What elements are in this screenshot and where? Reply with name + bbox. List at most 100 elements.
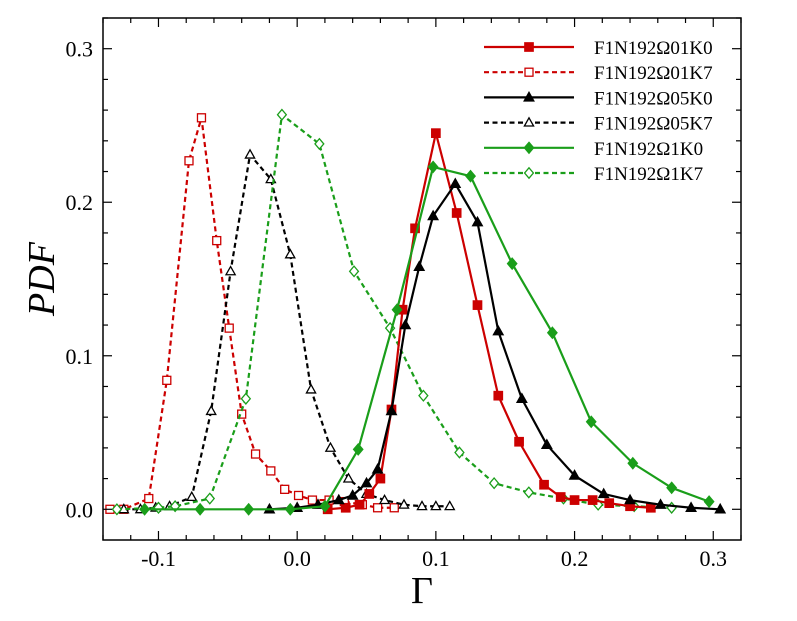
- square-marker: [555, 492, 566, 502]
- square-marker: [604, 498, 615, 509]
- diamond-marker: [627, 456, 639, 470]
- triangle-marker: [427, 209, 440, 221]
- legend-label: F1N192Ω01K7: [594, 63, 713, 84]
- triangle-marker: [492, 324, 505, 336]
- diamond-marker: [391, 303, 403, 317]
- axes: -0.1 0.0 0.1 0.2 0.3 0.0 0.1 0.2 0.3: [66, 17, 742, 571]
- square-marker: [410, 223, 420, 234]
- diamond-marker: [352, 442, 364, 456]
- diamond-marker: [703, 495, 715, 509]
- legend-item: F1N192Ω01K0: [484, 38, 713, 59]
- triangle-marker: [324, 441, 337, 452]
- square-marker: [451, 208, 462, 218]
- square-marker: [266, 466, 276, 476]
- diamond-marker: [276, 108, 288, 121]
- diamond-marker: [348, 265, 360, 278]
- y-axis-label: PDF: [21, 241, 63, 317]
- triangle-marker: [413, 260, 426, 271]
- triangle-marker: [523, 116, 535, 127]
- y-tick-label: 0.2: [66, 190, 94, 215]
- square-marker: [375, 473, 386, 484]
- diamond-marker: [111, 503, 123, 516]
- x-tick-label: -0.1: [141, 546, 176, 571]
- diamond-marker: [153, 501, 164, 514]
- y-tick-label: 0.3: [66, 37, 94, 62]
- diamond-marker: [488, 476, 500, 490]
- diamond-marker: [284, 502, 296, 516]
- triangle-marker: [449, 177, 462, 189]
- x-tick-label: 0.1: [422, 546, 450, 571]
- diamond-marker: [523, 486, 535, 499]
- triangle-marker: [385, 404, 398, 416]
- diamond-marker: [454, 446, 465, 459]
- diamond-marker: [204, 492, 216, 505]
- legend-item: F1N192Ω1K7: [484, 164, 703, 185]
- triangle-marker: [444, 500, 456, 511]
- triangle-marker: [305, 383, 317, 394]
- triangle-marker: [515, 392, 528, 403]
- series-line: [269, 182, 721, 511]
- square-marker: [431, 128, 441, 138]
- square-marker: [645, 502, 656, 513]
- triangle-marker: [378, 493, 391, 505]
- triangle-marker: [430, 500, 442, 511]
- diamond-marker: [523, 141, 535, 155]
- triangle-marker: [523, 91, 535, 102]
- square-marker: [514, 436, 524, 447]
- series-1: [105, 113, 399, 514]
- square-marker: [293, 490, 304, 501]
- triangle-marker: [398, 498, 410, 509]
- triangle-marker: [224, 265, 237, 276]
- triangle-marker: [685, 501, 698, 512]
- series-line: [327, 132, 651, 511]
- triangle-marker: [654, 498, 667, 509]
- legend-label: F1N192Ω1K0: [594, 139, 703, 160]
- triangle-marker: [342, 472, 355, 483]
- diamond-marker: [465, 169, 477, 183]
- diamond-marker: [666, 501, 677, 514]
- y-tick-label: 0.0: [66, 497, 94, 522]
- plot-frame: [102, 17, 742, 541]
- square-marker: [184, 156, 194, 166]
- square-marker: [280, 484, 290, 494]
- diamond-marker: [418, 389, 429, 402]
- legend-label: F1N192Ω05K7: [594, 114, 713, 135]
- diamond-marker: [427, 160, 439, 174]
- diamond-marker: [314, 137, 325, 151]
- triangle-marker: [346, 489, 359, 500]
- square-marker: [224, 323, 234, 333]
- square-marker: [364, 489, 375, 499]
- square-marker: [354, 499, 365, 510]
- square-marker: [587, 495, 598, 505]
- square-marker: [196, 113, 207, 123]
- square-marker: [144, 493, 154, 504]
- triangle-marker: [399, 318, 412, 330]
- triangle-marker: [471, 215, 484, 227]
- triangle-marker: [186, 490, 198, 502]
- diamond-marker: [240, 392, 252, 405]
- plot-area: [105, 108, 727, 516]
- triangle-marker: [714, 502, 727, 514]
- triangle-marker: [244, 148, 256, 159]
- legend-item: F1N192Ω05K0: [484, 88, 713, 109]
- square-marker: [212, 235, 222, 246]
- legend: F1N192Ω01K0 F1N192Ω01K7 F1N192Ω05K0 F1N192Ω…: [484, 38, 713, 185]
- square-marker: [162, 375, 172, 385]
- series-0: [322, 128, 656, 515]
- square-marker: [372, 503, 383, 513]
- square-marker: [389, 503, 399, 513]
- triangle-marker: [540, 438, 553, 450]
- diamond-marker: [194, 502, 206, 516]
- triangle-marker: [205, 404, 217, 416]
- square-marker: [250, 449, 261, 459]
- x-tick-label: 0.0: [283, 546, 311, 571]
- square-marker: [569, 495, 580, 505]
- square-marker: [307, 495, 318, 505]
- diamond-marker: [666, 481, 678, 495]
- diamond-marker: [523, 166, 535, 180]
- x-axis-label: Γ: [411, 570, 433, 612]
- diamond-marker: [506, 257, 518, 271]
- legend-label: F1N192Ω01K0: [594, 38, 713, 59]
- square-marker: [493, 390, 504, 401]
